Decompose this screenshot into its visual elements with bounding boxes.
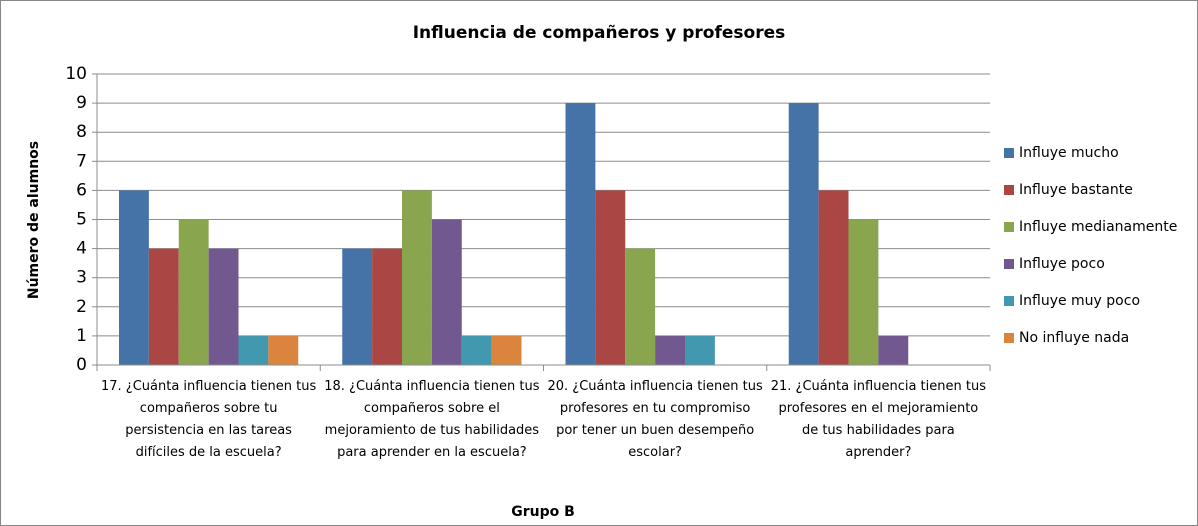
legend-swatch [1004,333,1014,343]
bar [402,190,432,365]
bar [268,335,299,365]
y-tick-label: 7 [76,151,87,171]
bar [119,190,149,365]
bar [491,335,522,365]
y-tick-label: 8 [76,122,87,142]
legend-label: Influye muy poco [1019,293,1140,309]
bar [208,248,239,365]
x-axis-title: Grupo B [511,504,575,520]
x-tick-label: 17. ¿Cuánta influencia tienen tus compañ… [101,379,317,460]
bar [148,248,179,365]
legend-label: No influye nada [1019,330,1129,346]
legend-label: Influye medianamente [1019,219,1177,235]
y-tick-label: 10 [65,64,87,84]
bar [685,335,715,365]
bar [178,219,209,365]
legend-swatch [1004,148,1014,158]
legend-label: Influye bastante [1019,182,1133,198]
bar [238,335,269,365]
y-tick-label: 2 [76,297,87,317]
bar [818,190,849,365]
y-tick-label: 9 [76,93,87,113]
bar [372,248,402,365]
x-tick-label: 20. ¿Cuánta influencia tienen tus profes… [547,379,763,460]
bar [565,103,596,365]
x-tick-label-box: 17. ¿Cuánta influencia tienen tus compañ… [101,379,317,460]
legend-label: Influye mucho [1019,145,1119,161]
bar [595,190,626,365]
legend-swatch [1004,222,1014,232]
bar [342,248,373,365]
bar [878,335,909,365]
bar [625,248,656,365]
x-tick-label: 18. ¿Cuánta influencia tienen tus compañ… [324,379,540,460]
y-tick-label: 4 [76,239,87,259]
bar [848,219,879,365]
legend-swatch [1004,259,1014,269]
x-tick-label: 21. ¿Cuánta influencia tienen tus profes… [770,379,986,460]
x-tick-label-box: 21. ¿Cuánta influencia tienen tus profes… [770,379,986,460]
y-tick-label: 1 [76,326,87,346]
x-tick-label-box: 20. ¿Cuánta influencia tienen tus profes… [547,379,763,460]
y-axis-title: Número de alumnos [26,141,42,299]
legend-label: Influye poco [1019,256,1105,272]
y-tick-label: 3 [76,268,87,288]
y-tick-label: 6 [76,180,87,200]
y-tick-label: 0 [76,355,87,375]
legend-swatch [1004,296,1014,306]
bar [461,335,492,365]
chart-title: Influencia de compañeros y profesores [413,23,786,43]
y-tick-label: 5 [76,210,87,230]
bar [788,103,819,365]
legend-swatch [1004,185,1014,195]
x-tick-label-box: 18. ¿Cuánta influencia tienen tus compañ… [324,379,540,460]
bar [655,335,685,365]
bar [431,219,462,365]
